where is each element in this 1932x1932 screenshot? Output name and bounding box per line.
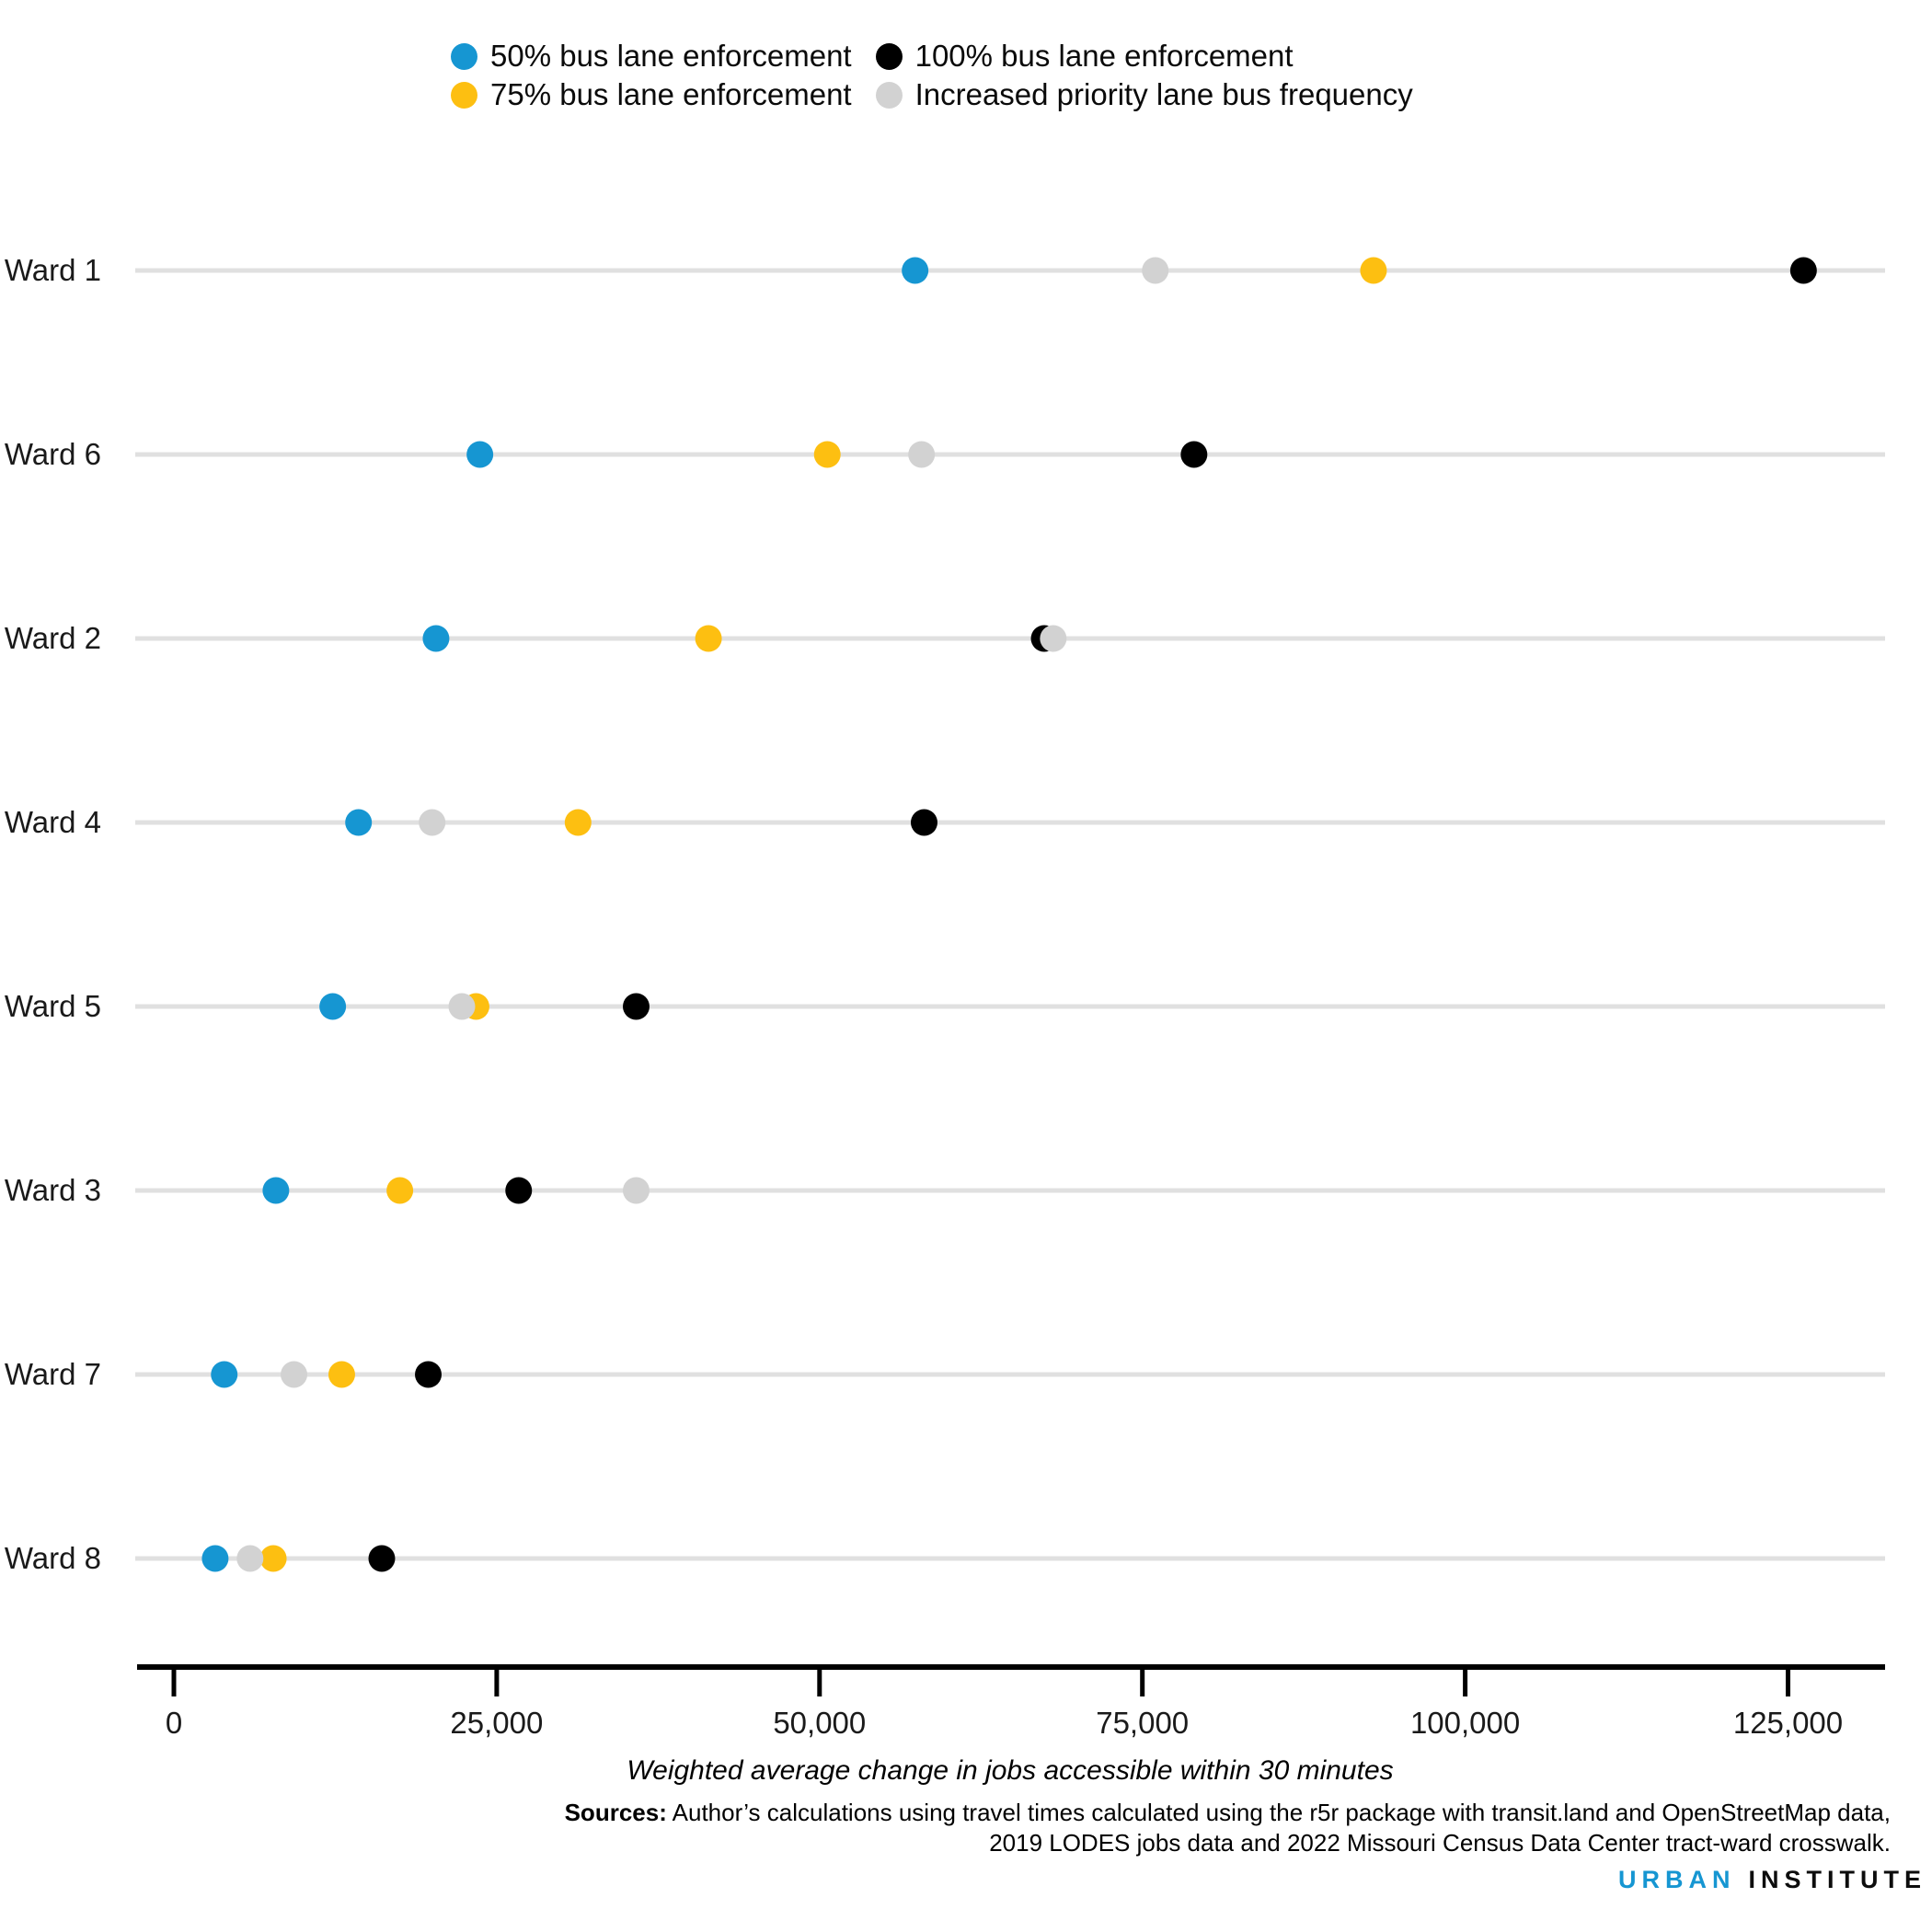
sources-line-2: 2019 LODES jobs data and 2022 Missouri C… [989, 1829, 1891, 1857]
data-point [259, 1545, 287, 1572]
data-point [328, 1361, 355, 1388]
sources-label: Sources: [564, 1799, 667, 1826]
data-point [319, 993, 347, 1020]
ward-label: Ward 7 [5, 1357, 101, 1391]
data-point [622, 993, 650, 1020]
data-point [1180, 441, 1208, 468]
data-point [813, 441, 841, 468]
logo-institute: INSTITUTE [1748, 1866, 1926, 1893]
ward-label: Ward 5 [5, 989, 101, 1023]
data-point [505, 1177, 533, 1204]
data-point [910, 809, 937, 836]
legend-label: Increased priority lane bus frequency [914, 77, 1413, 111]
sources-note: Sources: Author’s calculations using tra… [327, 1798, 1891, 1858]
data-point [695, 625, 722, 652]
data-point [345, 809, 373, 836]
legend-item: 50% bus lane enforcement [451, 37, 852, 75]
legend-item: Increased priority lane bus frequency [875, 75, 1413, 114]
dot-plot: Ward 1 Ward 6 Ward 2 Ward 4 Ward 5 Ward 3 Ward… [5, 253, 1885, 1740]
data-point [262, 1177, 290, 1204]
x-tick-label: 50,000 [773, 1706, 866, 1740]
logo-urban: URBAN [1618, 1866, 1736, 1893]
data-point [902, 257, 929, 284]
x-tick-label: 100,000 [1410, 1706, 1520, 1740]
legend-label: 75% bus lane enforcement [490, 77, 852, 111]
legend-dot-icon [875, 42, 903, 70]
data-point [466, 441, 494, 468]
data-point [386, 1177, 414, 1204]
data-point [211, 1361, 238, 1388]
data-point [368, 1545, 396, 1572]
legend-dot-icon [451, 81, 477, 109]
data-point [281, 1361, 308, 1388]
data-point [1142, 257, 1169, 284]
data-point [1360, 257, 1387, 284]
data-point [236, 1545, 264, 1572]
ward-label: Ward 6 [5, 437, 101, 471]
ward-label: Ward 4 [5, 805, 101, 839]
x-axis-title: Weighted average change in jobs accessib… [627, 1755, 1394, 1786]
data-point [908, 441, 936, 468]
data-point [415, 1361, 443, 1388]
legend-item: 100% bus lane enforcement [875, 37, 1413, 75]
legend-label: 100% bus lane enforcement [914, 39, 1294, 73]
data-point [448, 993, 476, 1020]
legend-dot-icon [875, 81, 903, 109]
data-point [622, 1177, 650, 1204]
chart-legend: 50% bus lane enforcement 75% bus lane enf… [451, 37, 1413, 114]
data-point [201, 1545, 229, 1572]
data-point [1040, 625, 1067, 652]
x-tick-label: 25,000 [450, 1706, 543, 1740]
ward-label: Ward 3 [5, 1173, 101, 1207]
legend-label: 50% bus lane enforcement [490, 39, 852, 73]
data-point [1789, 257, 1817, 284]
urban-institute-logo: URBAN INSTITUTE [1618, 1866, 1926, 1894]
legend-dot-icon [451, 42, 477, 70]
x-tick-label: 0 [166, 1706, 182, 1740]
data-point [422, 625, 450, 652]
x-tick-label: 75,000 [1096, 1706, 1189, 1740]
ward-label: Ward 1 [5, 253, 101, 287]
legend-item: 75% bus lane enforcement [451, 75, 852, 114]
data-point [419, 809, 446, 836]
ward-label: Ward 2 [5, 621, 101, 655]
data-point [564, 809, 592, 836]
x-tick-label: 125,000 [1733, 1706, 1843, 1740]
sources-text-1: Author’s calculations using travel times… [672, 1799, 1891, 1826]
sources-line-1: Sources: Author’s calculations using tra… [327, 1798, 1891, 1828]
ward-label: Ward 8 [5, 1541, 101, 1575]
